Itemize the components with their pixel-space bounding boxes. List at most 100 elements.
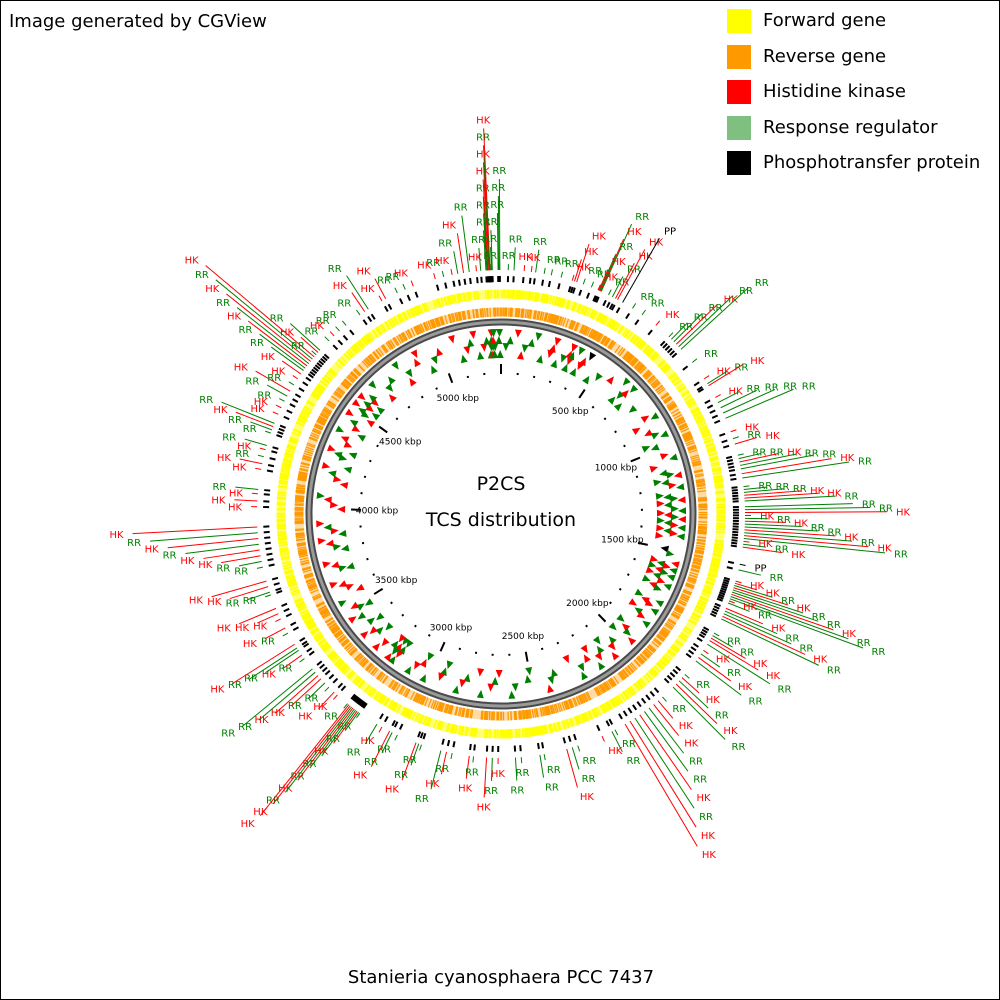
forward-gene-mark	[355, 678, 363, 686]
reverse-gene-mark	[398, 334, 404, 343]
reverse-gene-mark	[401, 332, 408, 341]
feature-tick	[653, 687, 660, 694]
forward-gene-mark	[537, 726, 541, 736]
reverse-gene-mark	[454, 706, 458, 716]
feature-marker-rr	[349, 419, 359, 428]
forward-gene-mark	[715, 531, 725, 534]
callout-line-rr	[672, 686, 726, 740]
feature-marker-rr	[663, 527, 672, 535]
reverse-gene-mark	[678, 423, 688, 429]
feature-label-hk: HK	[477, 802, 492, 813]
reverse-gene-mark	[308, 437, 318, 442]
callout-line-hk	[653, 704, 680, 736]
forward-gene-mark	[541, 725, 545, 735]
reverse-gene-mark	[660, 392, 669, 399]
reverse-gene-mark	[412, 692, 418, 702]
feature-label-hk: HK	[612, 257, 627, 268]
feature-marker-rr	[366, 617, 375, 626]
feature-marker-rr	[656, 516, 665, 524]
feature-marker-rr	[622, 377, 631, 386]
feature-label-hk: HK	[313, 702, 328, 713]
feature-tick	[267, 558, 274, 562]
reverse-gene-mark	[685, 583, 695, 589]
feature-label-hk: HK	[766, 671, 781, 682]
forward-gene-mark	[298, 416, 307, 422]
reverse-gene-mark	[515, 710, 518, 720]
callout-line-hk	[710, 637, 746, 659]
forward-gene-mark	[702, 433, 712, 439]
reverse-gene-mark	[674, 607, 683, 613]
forward-gene-mark	[439, 721, 443, 731]
callout-line-rr	[678, 295, 733, 348]
forward-gene-mark	[329, 652, 338, 660]
feature-tick	[688, 649, 695, 655]
feature-marker-rr	[650, 443, 660, 451]
tick-label: 5000 kbp	[437, 394, 480, 404]
feature-tick	[444, 282, 448, 289]
forward-gene-mark	[279, 477, 289, 481]
feature-tick	[271, 450, 278, 454]
forward-gene-mark	[562, 298, 567, 308]
reverse-gene-mark	[646, 374, 655, 382]
forward-gene-mark	[476, 290, 480, 300]
callout-line-rr	[560, 271, 564, 278]
feature-label-rr: RR	[337, 299, 351, 310]
reverse-gene-mark	[657, 634, 665, 641]
callout-line-rr	[264, 594, 271, 598]
reverse-gene-mark	[607, 340, 614, 349]
reverse-gene-mark	[555, 315, 560, 325]
feature-label-hk: HK	[109, 530, 124, 541]
reverse-gene-mark	[668, 404, 677, 411]
reverse-gene-mark	[600, 683, 607, 693]
reverse-gene-mark	[573, 697, 578, 707]
forward-gene-mark	[301, 612, 311, 619]
reverse-gene-mark	[297, 548, 307, 551]
feature-tick	[636, 701, 642, 708]
feature-tick	[294, 393, 302, 399]
reverse-gene-mark	[299, 467, 309, 472]
feature-label-rr: RR	[635, 212, 649, 223]
feature-marker-hk	[383, 653, 392, 662]
feature-marker-rr	[582, 375, 590, 385]
feature-label-rr: RR	[802, 382, 816, 393]
minor-tick	[372, 573, 376, 576]
reverse-gene-mark	[527, 309, 531, 319]
forward-gene-mark	[655, 662, 664, 670]
feature-tick	[634, 319, 640, 326]
feature-tick	[332, 344, 339, 351]
feature-tick	[457, 279, 461, 286]
feature-marker-hk	[577, 361, 585, 371]
feature-marker-rr	[547, 675, 554, 685]
feature-tick	[337, 682, 344, 689]
feature-tick	[469, 277, 472, 285]
reverse-gene-mark	[575, 322, 580, 332]
callout-line-hk	[725, 607, 764, 625]
feature-tick	[712, 607, 719, 613]
reverse-gene-mark	[462, 310, 466, 320]
callout-line-hk	[709, 640, 759, 671]
feature-label-rr: RR	[861, 538, 875, 549]
feature-label-hk: HK	[810, 486, 825, 497]
feature-tick	[719, 589, 727, 594]
feature-label-rr: RR	[516, 768, 530, 779]
feature-tick	[316, 362, 323, 368]
reverse-gene-mark	[302, 454, 312, 459]
feature-label-hk: HK	[310, 321, 325, 332]
forward-gene-mark	[712, 553, 722, 557]
forward-gene-mark	[360, 337, 368, 346]
reverse-gene-mark	[580, 324, 586, 334]
feature-label-rr: RR	[288, 701, 302, 712]
forward-gene-mark	[378, 694, 385, 703]
feature-tick	[435, 284, 440, 291]
forward-gene-mark	[708, 452, 718, 457]
feature-marker-hk	[489, 336, 497, 345]
forward-gene-mark	[280, 472, 290, 476]
forward-gene-mark	[454, 724, 458, 734]
callout-line-hk	[333, 710, 358, 744]
feature-label-rr: RR	[749, 697, 763, 708]
feature-marker-rr	[607, 396, 616, 405]
feature-tick	[383, 305, 389, 312]
reverse-gene-mark	[624, 667, 631, 676]
reverse-gene-mark	[296, 485, 306, 488]
callout-line-hk	[482, 162, 490, 271]
